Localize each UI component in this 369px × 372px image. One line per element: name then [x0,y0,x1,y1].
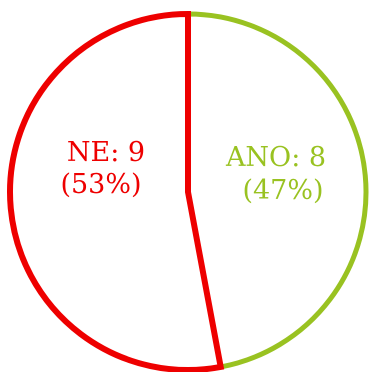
slice-label-ne-percent: (53%) [60,169,141,200]
pie-slice-ano [185,11,369,370]
slice-label-ano-percent: (47%) [242,175,323,206]
pie-slice-ne [7,10,225,372]
slice-label-ne-value: NE: 9 [67,137,145,168]
slice-label-ano-value: ANO: 8 [225,142,326,173]
